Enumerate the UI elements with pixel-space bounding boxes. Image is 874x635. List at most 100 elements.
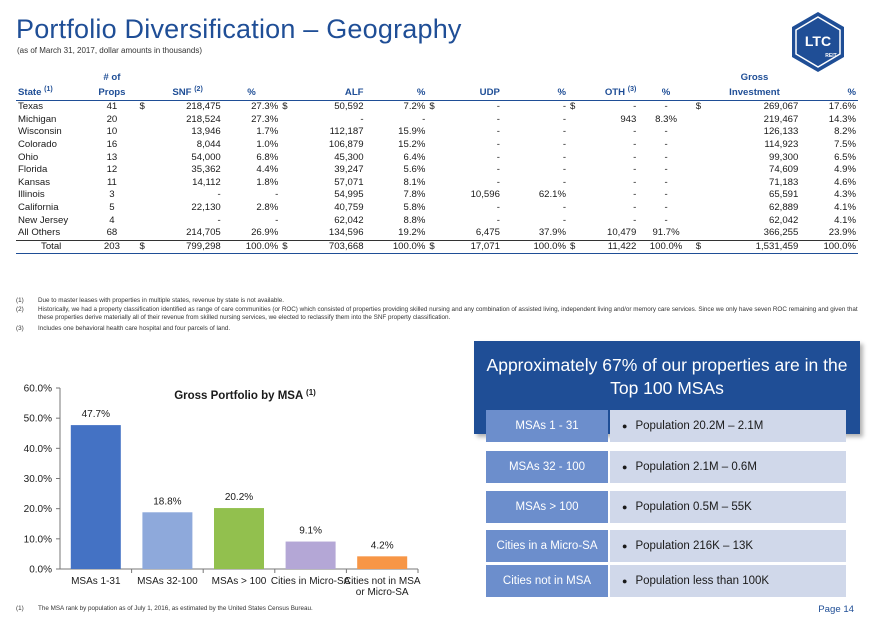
cell-snf-pct: 1.8% xyxy=(256,176,279,188)
footnote-num: (3) xyxy=(16,325,24,332)
cell-gross: 1,531,459 xyxy=(708,239,801,255)
cell-gross-pct: 4.1% xyxy=(834,201,856,213)
cell-props: 4 xyxy=(109,214,115,226)
header-props-top: # of xyxy=(103,72,121,83)
cell-alf: 57,071 xyxy=(334,176,364,188)
cell-udp: - xyxy=(496,151,500,163)
cell-gross-pct: 4.6% xyxy=(834,176,856,188)
header-snf-pct: % xyxy=(222,84,281,102)
cell-udp-pct: - xyxy=(562,113,567,125)
cell-gross: 366,255 xyxy=(763,227,799,239)
bar xyxy=(285,541,336,569)
cell-gross-pct: 14.3% xyxy=(828,113,856,125)
table-row: Ohio 13 54,000 6.8% 45,300 6.4% - - - - 99,300 6.5% xyxy=(16,152,858,165)
cell-alf: 45,300 xyxy=(334,151,364,163)
header-oth-note: (3) xyxy=(627,86,637,93)
cell-gross: 99,300 xyxy=(768,151,799,163)
cell-state: Total xyxy=(16,239,87,255)
cell-alf: 134,596 xyxy=(328,227,364,239)
cell-udp: - xyxy=(496,201,500,213)
cell-oth: - xyxy=(633,189,637,201)
cell-props: 3 xyxy=(109,189,115,201)
chart-footnote-text: The MSA rank by population as of July 1,… xyxy=(38,605,313,612)
spacer-cell xyxy=(280,164,295,177)
cell-udp: - xyxy=(496,176,500,188)
spacer-cell xyxy=(138,114,153,127)
cell-gross: 62,042 xyxy=(768,214,799,226)
cell-snf-pct: 2.8% xyxy=(256,201,279,213)
msa-banner-text: Approximately 67% of our properties are … xyxy=(486,355,848,398)
msa-label: MSAs 1 - 31 xyxy=(486,410,608,442)
dollar-sign: $ xyxy=(568,239,583,255)
x-category-label: MSAs 1-31 xyxy=(71,576,121,587)
msa-desc: ● Population 2.1M – 0.6M xyxy=(610,451,846,483)
cell-oth-pct: - xyxy=(664,126,668,138)
cell-oth-pct: - xyxy=(664,138,668,150)
page-number: Page 14 xyxy=(818,604,854,615)
header-gross: Investment xyxy=(708,84,801,102)
dollar-sign: $ xyxy=(137,239,153,255)
cell-snf-pct: 1.0% xyxy=(256,138,279,150)
cell-gross-pct: 23.9% xyxy=(828,227,856,239)
cell-oth-pct: - xyxy=(664,189,668,201)
cell-alf: 112,187 xyxy=(329,126,364,138)
cell-snf: 35,362 xyxy=(191,164,221,176)
cell-gross-pct: 8.2% xyxy=(834,126,856,138)
header-alf: ALF xyxy=(295,84,366,102)
dollar-sign: $ xyxy=(695,101,702,113)
bullet-icon: ● xyxy=(622,502,628,512)
bullet-icon: ● xyxy=(622,421,628,431)
cell-snf-pct: - xyxy=(275,214,279,226)
cell-props: 41 xyxy=(106,101,118,113)
cell-alf-pct: 8.8% xyxy=(403,214,426,226)
cell-state: Illinois xyxy=(18,189,45,201)
x-category-label: Cities not in MSA xyxy=(344,576,421,587)
cell-props: 12 xyxy=(106,164,118,176)
cell-oth: - xyxy=(633,151,637,163)
cell-props: 5 xyxy=(109,201,115,213)
cell-oth: - xyxy=(633,138,637,150)
spacer-cell xyxy=(568,177,583,190)
cell-alf: 62,042 xyxy=(334,214,364,226)
cell-oth: - xyxy=(633,214,637,226)
dollar-sign: $ xyxy=(570,101,576,113)
dollar-sign: $ xyxy=(139,101,145,113)
cell-snf: - xyxy=(217,214,221,226)
cell-udp: - xyxy=(496,138,500,150)
header-snf-note: (2) xyxy=(194,86,203,93)
chart-title: Gross Portfolio by MSA (1) xyxy=(174,388,316,402)
spacer-cell xyxy=(694,126,709,139)
cell-alf-pct: 15.2% xyxy=(398,138,426,150)
spacer-cell xyxy=(694,177,709,190)
cell-gross: 269,067 xyxy=(763,101,799,113)
table-row: Kansas 11 14,112 1.8% 57,071 8.1% - - - - 71,183 4.… xyxy=(16,177,858,190)
cell-gross-pct: 4.9% xyxy=(834,164,856,176)
header-alf-pct: % xyxy=(365,84,428,102)
msa-desc: ● Population less than 100K xyxy=(610,565,846,597)
header-state: State xyxy=(18,87,42,99)
spacer-cell xyxy=(694,189,709,202)
cell-state: All Others xyxy=(18,227,61,239)
dollar-sign: $ xyxy=(693,239,709,255)
cell-state: Wisconsin xyxy=(18,126,62,138)
cell-udp: - xyxy=(496,101,500,113)
cell-snf: - xyxy=(217,189,221,201)
chart-title-note: (1) xyxy=(306,388,316,397)
footnote-num: (2) xyxy=(16,306,24,313)
cell-props: 20 xyxy=(106,113,118,125)
bar-value-label: 20.2% xyxy=(225,492,253,503)
spacer-cell xyxy=(280,189,295,202)
bullet-icon: ● xyxy=(622,541,628,551)
cell-gross: 71,183 xyxy=(768,176,799,188)
table-row: Florida 12 35,362 4.4% 39,247 5.6% - - - - 74,609 4… xyxy=(16,164,858,177)
footnote-text: Due to master leases with properties in … xyxy=(38,297,285,304)
table-row: Michigan 20 218,524 27.3% - - - - 943 8.3% 219,467… xyxy=(16,114,858,127)
cell-oth: - xyxy=(633,176,637,188)
cell-oth-pct: - xyxy=(664,151,668,163)
spacer-cell xyxy=(138,177,153,190)
cell-alf-pct: 5.6% xyxy=(403,164,426,176)
footnote-text: Includes one behavioral health care hosp… xyxy=(38,325,231,332)
spacer-cell xyxy=(568,202,583,215)
cell-alf-pct: 7.8% xyxy=(403,189,426,201)
cell-snf-pct: 27.3% xyxy=(251,101,279,113)
